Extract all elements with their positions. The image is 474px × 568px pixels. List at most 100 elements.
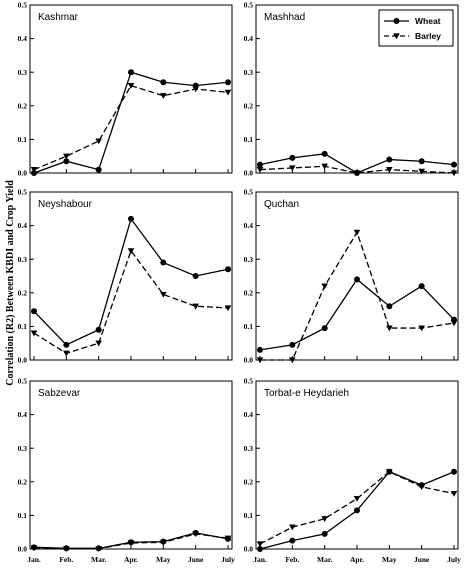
y-tick-label: 0.2 xyxy=(18,477,28,486)
barley-point xyxy=(127,83,135,89)
barley-point xyxy=(127,248,135,254)
barley-point xyxy=(30,330,38,337)
panel-title: Neyshabour xyxy=(38,199,93,210)
panel-title: Sabzevar xyxy=(38,388,81,399)
y-tick-label: 0.2 xyxy=(18,101,28,110)
x-tick-label: June xyxy=(414,555,430,564)
y-tick-label: 0.2 xyxy=(18,288,28,297)
legend-marker-wheat xyxy=(393,18,400,24)
barley-point xyxy=(418,168,425,175)
legend-box xyxy=(378,9,454,47)
panel-frame xyxy=(255,191,459,361)
wheat-point xyxy=(63,158,70,165)
y-tick-label: 0.0 xyxy=(18,545,28,554)
panel-title: Torbat-e Heydarieh xyxy=(264,388,349,399)
panel-title: Kashmar xyxy=(38,12,79,23)
y-tick-label: 0.2 xyxy=(244,477,254,486)
wheat-point xyxy=(289,537,296,544)
wheat-point xyxy=(451,468,457,475)
y-tick-label: 0.0 xyxy=(244,169,254,178)
y-tick-label: 0.5 xyxy=(244,1,254,10)
barley-point xyxy=(224,305,232,312)
barley-point xyxy=(353,229,361,236)
panel-neyshabour: 0.0 0.1 0.2 0.3 0.4 0.5 Neyshabour xyxy=(18,188,233,365)
wheat-point xyxy=(95,326,102,333)
wheat-point xyxy=(192,273,199,279)
y-tick-label: 0.2 xyxy=(244,288,254,297)
y-tick-label: 0.5 xyxy=(18,377,28,386)
y-tick-label: 0.2 xyxy=(244,101,254,110)
x-tick-label: Feb. xyxy=(59,555,73,564)
barley-point xyxy=(386,325,393,332)
panel-torbat-e-heydarieh: 0.0 0.1 0.2 0.3 0.4 0.5 Jan. Feb. Mar. Apr. May Jun… xyxy=(244,377,461,564)
y-tick-label: 0.5 xyxy=(18,1,28,10)
y-tick-label: 0.5 xyxy=(244,188,254,197)
x-tick-label: Mar. xyxy=(317,555,332,564)
x-tick-label: July xyxy=(447,555,461,564)
panel-frame xyxy=(255,380,459,550)
barley-point xyxy=(224,535,232,542)
y-tick-label: 0.1 xyxy=(18,322,28,331)
y-tick-label: 0.3 xyxy=(244,68,254,77)
y-tick-label: 0.4 xyxy=(18,221,28,230)
barley-point xyxy=(63,350,70,357)
barley-point xyxy=(95,340,102,347)
wheat-point xyxy=(289,154,296,161)
y-tick-label: 0.3 xyxy=(18,255,28,264)
barley-point xyxy=(450,490,458,497)
y-axis-label: Correlation (R2) Between KBDI and Crop Y… xyxy=(5,180,16,386)
wheat-point xyxy=(128,215,134,222)
y-tick-label: 0.4 xyxy=(244,34,254,43)
wheat-point xyxy=(128,69,134,76)
panel-quchan: 0.0 0.1 0.2 0.3 0.4 0.5 Quchan xyxy=(244,188,459,365)
legend-label-wheat: Wheat xyxy=(415,16,441,26)
y-tick-label: 0.4 xyxy=(244,221,254,230)
barley-point xyxy=(289,524,296,531)
wheat-point xyxy=(418,158,425,165)
x-tick-label: Feb. xyxy=(285,555,299,564)
barley-point xyxy=(321,163,328,170)
barley-point xyxy=(386,167,393,173)
barley-point xyxy=(95,138,102,145)
y-tick-label: 0.1 xyxy=(18,135,28,144)
panel-title: Mashhad xyxy=(264,12,305,23)
wheat-point xyxy=(354,276,360,283)
wheat-point xyxy=(257,161,263,168)
y-tick-label: 0.0 xyxy=(244,545,254,554)
x-tick-label: Mar. xyxy=(91,555,106,564)
x-tick-label: Apr. xyxy=(124,555,138,564)
wheat-point xyxy=(160,259,167,266)
y-tick-label: 0.4 xyxy=(18,34,28,43)
x-tick-label: June xyxy=(188,555,204,564)
y-tick-label: 0.3 xyxy=(18,68,28,77)
barley-point xyxy=(63,153,70,160)
y-tick-label: 0.3 xyxy=(244,255,254,264)
legend-label-barley: Barley xyxy=(415,31,441,41)
barley-point xyxy=(160,93,167,99)
wheat-point xyxy=(321,150,328,157)
series-line-barley xyxy=(33,84,229,171)
wheat-point xyxy=(95,166,102,173)
wheat-point xyxy=(354,507,360,514)
barley-point xyxy=(321,516,328,522)
panel-sabzevar: 0.0 0.1 0.2 0.3 0.4 0.5 Jan. Feb. Mar. Apr. May Jun… xyxy=(18,377,235,564)
legend-marker-barley xyxy=(393,33,400,40)
wheat-point xyxy=(160,79,167,86)
series-line-barley xyxy=(260,230,455,361)
series-line-barley xyxy=(33,249,229,354)
y-tick-label: 0.3 xyxy=(18,444,28,453)
barley-point xyxy=(192,303,199,310)
series-line-wheat xyxy=(259,278,455,351)
y-tick-label: 0.0 xyxy=(18,356,28,365)
y-tick-label: 0.1 xyxy=(244,135,254,144)
barley-point xyxy=(30,167,38,173)
wheat-point xyxy=(418,283,425,290)
barley-point xyxy=(418,325,425,332)
panel-kashmar: 0.0 0.1 0.2 0.3 0.4 0.5 Kashmar xyxy=(18,1,233,178)
y-tick-label: 0.5 xyxy=(18,188,28,197)
barley-point xyxy=(256,541,264,548)
x-tick-label: Jan. xyxy=(27,555,41,564)
panel-mashhad: 0.0 0.1 0.2 0.3 0.4 0.5 Mashhad Wheat Barley xyxy=(244,1,459,178)
barley-point xyxy=(160,539,167,546)
wheat-point xyxy=(31,170,37,176)
